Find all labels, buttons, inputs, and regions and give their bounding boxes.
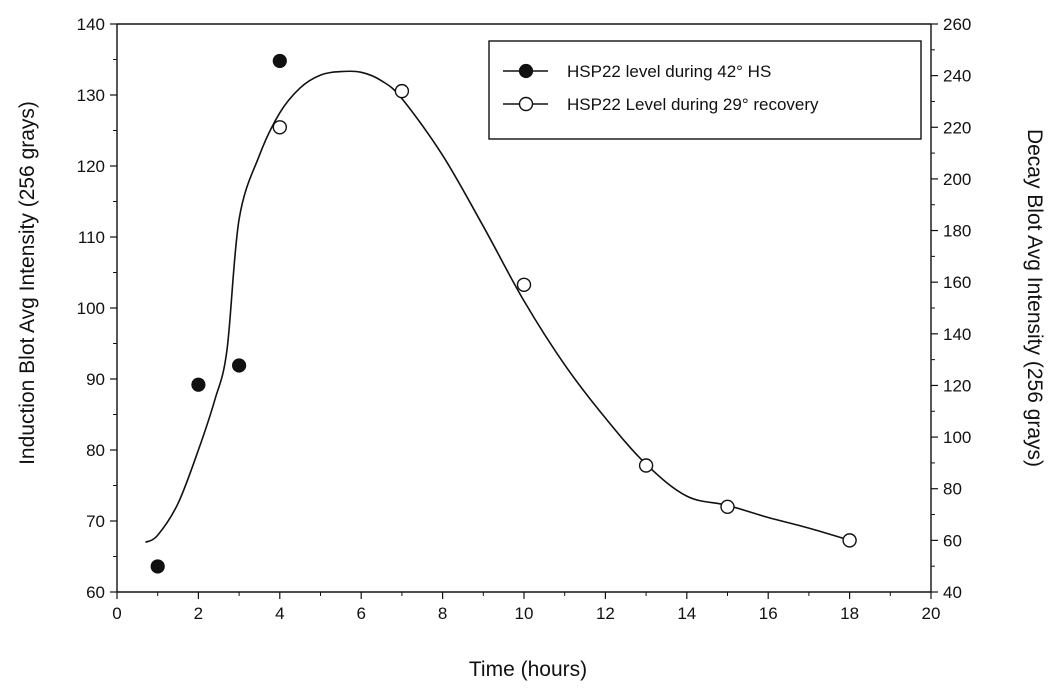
y-left-tick-label: 140 — [77, 15, 105, 34]
hs-point — [191, 377, 206, 392]
legend-series-1-marker — [518, 63, 534, 79]
hs-point — [150, 559, 165, 574]
recovery-point — [720, 499, 735, 514]
y-axis-right-title: Decay Blot Avg Intensity (256 grays) — [1023, 129, 1046, 467]
y-right-tick-label: 240 — [943, 67, 971, 86]
recovery-point — [638, 458, 654, 473]
y-right-tick-label: 260 — [943, 15, 971, 34]
legend-series-2-label: HSP22 Level during 29° recovery — [567, 95, 819, 114]
x-tick-label: 10 — [515, 604, 534, 623]
recovery-point — [842, 533, 857, 548]
x-tick-label: 18 — [840, 604, 859, 623]
y-right-tick-label: 40 — [943, 583, 962, 602]
y-left-tick-label: 100 — [77, 299, 105, 318]
y-right-tick-label: 100 — [943, 428, 971, 447]
y-right-tick-label: 120 — [943, 376, 971, 395]
x-tick-label: 0 — [112, 604, 121, 623]
recovery-point — [394, 83, 410, 99]
y-right-tick-label: 60 — [943, 531, 962, 550]
y-right-tick-label: 160 — [943, 273, 971, 292]
y-left-tick-label: 80 — [86, 441, 105, 460]
hs-point — [272, 53, 287, 69]
axes: 0 2 4 6 8 10 12 14 16 18 20 60 70 80 90 100 110 120 130 140… — [77, 15, 972, 623]
legend-box — [488, 40, 922, 140]
y-axis-left-title: Induction Blot Avg Intensity (256 grays) — [16, 101, 39, 465]
y-right-tick-label: 220 — [943, 118, 971, 137]
data-points-layer — [150, 53, 857, 574]
y-left-tick-label: 70 — [86, 512, 105, 531]
x-tick-label: 4 — [275, 604, 284, 623]
y-left-tick-label: 120 — [77, 157, 105, 176]
x-tick-label: 12 — [596, 604, 615, 623]
y-left-tick-label: 110 — [78, 228, 105, 247]
x-axis-title: Time (hours) — [469, 658, 587, 681]
x-tick-label: 14 — [677, 604, 696, 623]
x-tick-label: 8 — [438, 604, 447, 623]
y-right-tick-label: 80 — [943, 480, 962, 499]
x-tick-label: 16 — [759, 604, 778, 623]
legend-series-2-marker — [518, 96, 534, 112]
y-left-tick-label: 130 — [77, 86, 105, 105]
x-tick-label: 6 — [356, 604, 365, 623]
y-right-tick-label: 180 — [943, 222, 971, 241]
x-tick-label: 2 — [194, 604, 203, 623]
y-left-tick-label: 60 — [86, 583, 105, 602]
hs-point — [232, 358, 247, 373]
legend-series-1-label: HSP22 level during 42° HS — [567, 62, 771, 81]
y-right-tick-label: 140 — [943, 325, 971, 344]
y-left-tick-label: 90 — [86, 370, 105, 389]
fit-curve-layer — [145, 70, 850, 544]
recovery-point — [516, 277, 532, 292]
x-tick-label: 20 — [922, 604, 941, 623]
legend: HSP22 level during 42° HS HSP22 Level du… — [488, 40, 922, 140]
y-right-tick-label: 200 — [943, 170, 971, 189]
fit-curve — [145, 70, 850, 544]
recovery-point — [272, 120, 287, 135]
